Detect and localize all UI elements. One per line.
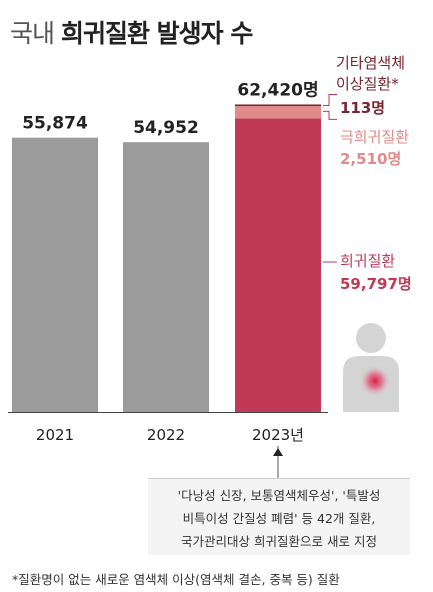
note-line-3: 국가관리대상 희귀질환으로 새로 지정 bbox=[181, 534, 377, 549]
bar-ultra-rare-2 bbox=[235, 106, 321, 119]
note-box: '다낭성 신장, 보통염색체우성', '특발성 비특이성 간질성 폐렴' 등 4… bbox=[148, 478, 410, 555]
chromosome-label-line2: 이상질환* bbox=[336, 75, 399, 93]
tick-label-1: 2022 bbox=[147, 426, 185, 444]
rare-value: 59,797명 bbox=[340, 275, 412, 293]
bar-rare-0 bbox=[12, 137, 98, 412]
leader-chromosome bbox=[323, 93, 337, 106]
tick-label-2: 2023년 bbox=[252, 426, 304, 444]
chromosome-value: 113명 bbox=[340, 99, 386, 117]
tick-label-0: 2021 bbox=[36, 426, 74, 444]
value-label-2: 62,420명 bbox=[237, 80, 318, 100]
person-head-icon bbox=[356, 323, 386, 353]
note-line-1: '다낭성 신장, 보통염색체우성', '특발성 bbox=[177, 488, 381, 503]
chart-title-main: 희귀질환 발생자 수 bbox=[60, 19, 253, 48]
value-label-0: 55,874 bbox=[22, 114, 88, 134]
note-pointer-arrow bbox=[273, 448, 283, 456]
rare-label: 희귀질환 bbox=[340, 252, 396, 270]
bar-rare-2 bbox=[235, 118, 321, 412]
footnote: *질환명이 없는 새로운 염색체 이상(염색체 결손, 중복 등) 질환 bbox=[12, 572, 340, 587]
chromosome-label-line1: 기타염색체 bbox=[336, 54, 406, 72]
note-line-2: 비특이성 간질성 폐렴' 등 42개 질환, bbox=[182, 511, 376, 526]
ultra-rare-value: 2,510명 bbox=[340, 150, 402, 168]
chart-title-prefix: 국내 bbox=[10, 19, 55, 48]
value-label-1: 54,952 bbox=[133, 118, 199, 138]
ultra-rare-label: 극희귀질환 bbox=[340, 128, 410, 146]
leader-ultra-rare bbox=[323, 110, 337, 120]
bar-rare-1 bbox=[123, 142, 209, 413]
chart-title: 국내 희귀질환 발생자 수 bbox=[10, 14, 253, 50]
pain-spot-icon bbox=[359, 365, 391, 397]
bar-chromosome-2 bbox=[235, 104, 321, 107]
